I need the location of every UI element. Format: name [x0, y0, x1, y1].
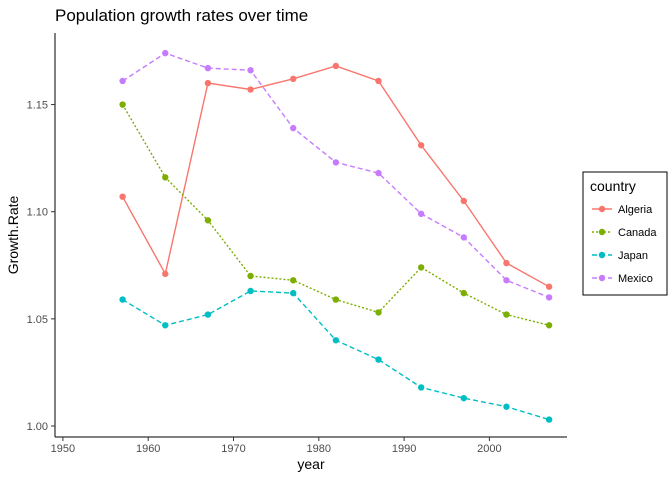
- data-point-japan: [332, 337, 340, 344]
- data-point-algeria: [460, 197, 468, 205]
- data-point-mexico: [204, 64, 212, 72]
- series-line-mexico: [122, 52, 550, 299]
- series-japan: [119, 287, 553, 423]
- data-point-mexico: [290, 124, 297, 132]
- data-point-japan: [417, 384, 425, 391]
- plot-area: [119, 49, 553, 423]
- data-point-mexico: [503, 277, 510, 284]
- data-point-algeria: [162, 270, 169, 278]
- series-mexico: [119, 49, 553, 301]
- legend-key-point: [598, 251, 606, 259]
- chart-title: Population growth rates over time: [55, 6, 308, 25]
- x-tick-label: 2000: [477, 443, 501, 455]
- x-axis-title: year: [297, 456, 325, 472]
- data-point-mexico: [375, 169, 382, 177]
- series-line-japan: [122, 290, 550, 421]
- legend-item-algeria: Algeria: [592, 204, 653, 216]
- data-point-mexico: [460, 234, 468, 241]
- data-point-canada: [375, 309, 382, 316]
- data-point-japan: [460, 394, 468, 402]
- data-point-algeria: [290, 75, 297, 83]
- data-point-japan: [204, 311, 212, 318]
- data-point-japan: [290, 289, 297, 297]
- x-tick-label: 1980: [307, 443, 331, 455]
- series-canada: [119, 101, 553, 329]
- legend-key-point: [598, 205, 606, 213]
- data-point-algeria: [545, 283, 553, 290]
- series-algeria: [119, 62, 553, 290]
- y-tick-label: 1.00: [27, 421, 48, 433]
- data-point-mexico: [417, 210, 425, 218]
- data-point-algeria: [119, 193, 126, 200]
- data-point-canada: [162, 174, 169, 181]
- data-point-mexico: [332, 159, 340, 166]
- legend-item-japan: Japan: [592, 250, 648, 262]
- legend-label: Canada: [618, 227, 657, 239]
- data-point-japan: [247, 287, 254, 295]
- legend-key-point: [598, 274, 606, 282]
- legend-box: [582, 171, 668, 296]
- data-point-algeria: [332, 62, 340, 70]
- data-point-canada: [290, 277, 297, 284]
- x-tick-label: 1950: [51, 443, 75, 455]
- legend-label: Mexico: [618, 273, 653, 285]
- x-tick-label: 1960: [136, 443, 160, 455]
- data-point-canada: [545, 322, 553, 329]
- y-tick-label: 1.15: [27, 100, 48, 112]
- data-point-japan: [162, 322, 169, 329]
- data-point-algeria: [417, 142, 425, 149]
- legend-label: Japan: [618, 250, 648, 262]
- series-line-algeria: [121, 65, 550, 288]
- legend-label: Algeria: [618, 204, 653, 216]
- data-point-japan: [119, 296, 126, 303]
- y-tick-label: 1.05: [27, 314, 48, 326]
- y-axis-ticks: 1.00 1.05 1.10 1.15: [27, 100, 55, 433]
- data-point-mexico: [247, 67, 254, 74]
- x-axis-ticks: 1950 1960 1970 1980 1990 2000: [51, 437, 502, 455]
- data-point-canada: [204, 217, 212, 224]
- data-point-canada: [247, 272, 254, 280]
- data-point-canada: [460, 289, 468, 297]
- data-point-mexico: [545, 294, 553, 301]
- data-point-mexico: [119, 77, 126, 85]
- data-point-canada: [503, 311, 510, 318]
- data-point-japan: [503, 403, 510, 410]
- data-point-mexico: [162, 49, 169, 57]
- data-point-algeria: [247, 86, 254, 93]
- x-tick-label: 1990: [392, 443, 416, 455]
- legend: country Algeria Canada Japan Mexico: [582, 171, 668, 296]
- legend-items: Algeria Canada Japan Mexico: [592, 204, 657, 285]
- data-point-algeria: [375, 77, 382, 85]
- x-tick-label: 1970: [221, 443, 245, 455]
- data-point-algeria: [204, 79, 212, 87]
- data-point-algeria: [503, 259, 510, 267]
- legend-item-mexico: Mexico: [592, 273, 653, 285]
- y-axis-title: Growth.Rate: [5, 195, 21, 274]
- legend-item-canada: Canada: [592, 227, 657, 239]
- legend-title: country: [590, 178, 636, 194]
- data-point-japan: [375, 356, 382, 363]
- data-point-canada: [332, 296, 340, 303]
- legend-key-point: [598, 228, 606, 236]
- data-point-japan: [545, 416, 553, 423]
- data-point-canada: [417, 264, 425, 271]
- series-line-canada: [121, 104, 550, 326]
- data-point-canada: [119, 101, 126, 108]
- y-tick-label: 1.10: [27, 207, 48, 219]
